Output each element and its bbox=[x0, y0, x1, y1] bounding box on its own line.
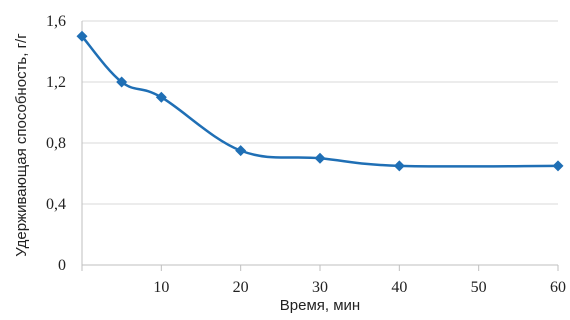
y-axis-title: Удерживающая способность, г/г bbox=[13, 33, 30, 257]
x-tick-label: 10 bbox=[153, 279, 169, 296]
x-tick-label: 30 bbox=[312, 279, 328, 296]
x-tick-label: 20 bbox=[233, 279, 249, 296]
y-tick-label: 0,8 bbox=[46, 135, 66, 152]
series-line bbox=[81, 35, 559, 168]
data-point-marker bbox=[393, 160, 405, 172]
y-tick-label: 1,2 bbox=[46, 74, 66, 91]
data-point-marker bbox=[155, 91, 167, 103]
y-tick-label: 0 bbox=[58, 257, 66, 274]
y-tick-labels: 0 0,4 0,8 1,2 1,6 bbox=[46, 13, 66, 274]
series bbox=[76, 30, 564, 172]
x-axis-title: Время, мин bbox=[280, 297, 360, 314]
y-tick-label: 1,6 bbox=[46, 13, 66, 30]
data-point-marker bbox=[116, 76, 128, 88]
data-point-marker bbox=[552, 160, 564, 172]
axes bbox=[81, 21, 559, 271]
data-point-marker bbox=[314, 152, 326, 164]
data-point-marker bbox=[76, 30, 88, 42]
x-tick-label: 50 bbox=[471, 279, 487, 296]
x-tick-label: 60 bbox=[550, 279, 566, 296]
data-point-marker bbox=[235, 145, 247, 157]
grid-lines bbox=[82, 20, 558, 205]
x-tick-label: 40 bbox=[391, 279, 407, 296]
y-tick-label: 0,4 bbox=[46, 196, 66, 213]
x-tick-labels: 10 20 30 40 50 60 bbox=[153, 279, 566, 296]
